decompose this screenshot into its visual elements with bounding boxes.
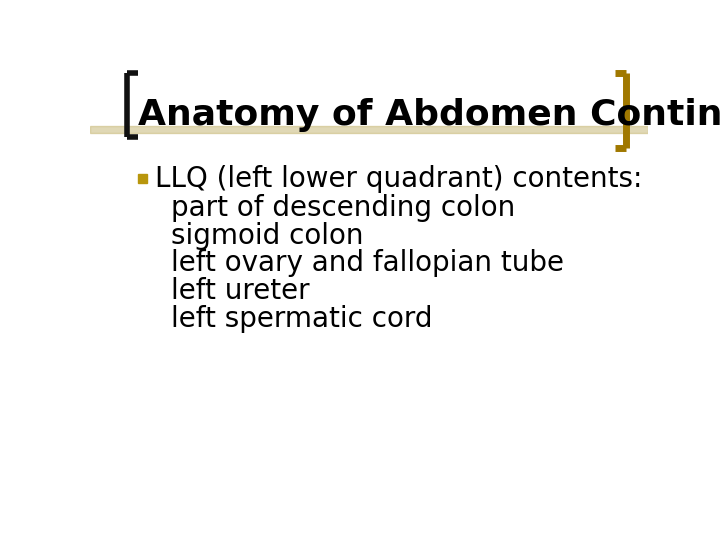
Text: left ureter: left ureter <box>171 277 309 305</box>
Text: sigmoid colon: sigmoid colon <box>171 222 363 249</box>
Text: part of descending colon: part of descending colon <box>171 194 515 222</box>
Text: Anatomy of Abdomen Continued: Anatomy of Abdomen Continued <box>138 98 720 132</box>
Bar <box>138 174 148 184</box>
Text: LLQ (left lower quadrant) contents:: LLQ (left lower quadrant) contents: <box>155 165 642 193</box>
Bar <box>90 126 648 132</box>
Text: left spermatic cord: left spermatic cord <box>171 305 432 333</box>
Text: left ovary and fallopian tube: left ovary and fallopian tube <box>171 249 564 278</box>
